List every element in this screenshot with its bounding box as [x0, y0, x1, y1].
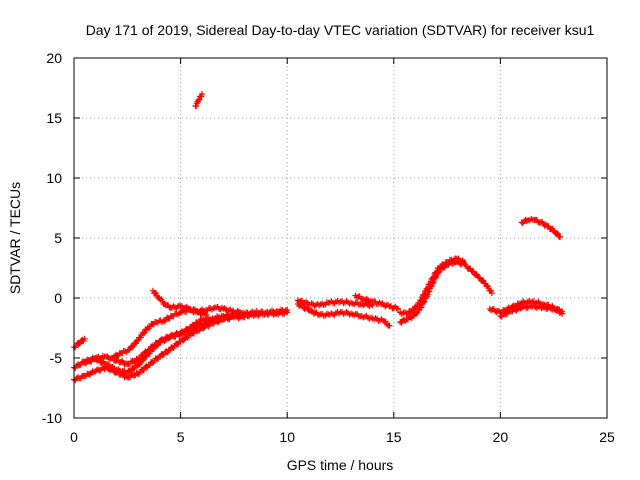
data-point-trail: [170, 310, 183, 320]
y-tick-label: 10: [46, 170, 62, 186]
data-point-trail: [157, 347, 172, 359]
series-track-g: [294, 301, 393, 329]
x-tick-label: 15: [386, 429, 402, 445]
x-tick-label: 10: [279, 429, 295, 445]
data-point-trail: [125, 369, 140, 381]
x-tick-label: 5: [177, 429, 185, 445]
data-point-trail: [360, 312, 374, 322]
data-point: [557, 233, 564, 240]
data-point: [395, 305, 402, 312]
series-track-n: [518, 215, 564, 240]
data-point-trail: [371, 315, 385, 324]
x-tick-label: 20: [493, 429, 509, 445]
data-point-trail: [127, 338, 140, 351]
y-axis-label: SDTVAR / TECUs: [7, 182, 23, 294]
data-point-trail: [404, 314, 415, 323]
y-tick-label: -10: [42, 410, 62, 426]
data-point-trail: [339, 308, 353, 318]
series-track-a: [71, 335, 88, 351]
series-track-d: [81, 306, 291, 376]
data-point: [81, 359, 88, 366]
data-point-trail: [545, 223, 556, 233]
series-track-j: [397, 258, 495, 326]
data-point-trail: [72, 336, 87, 351]
data-point-trail: [221, 310, 236, 320]
data-point-trail: [296, 297, 311, 307]
data-point-trail: [135, 351, 151, 368]
data-points: [71, 91, 566, 384]
series-track-f: [149, 287, 244, 316]
data-point-trail: [144, 320, 157, 332]
data-point-trail: [398, 309, 408, 317]
data-point: [237, 309, 244, 316]
data-point: [284, 307, 291, 313]
chart-title: Day 171 of 2019, Sidereal Day-to-day VTE…: [86, 22, 595, 38]
data-point-trail: [296, 302, 311, 312]
x-tick-label: 0: [70, 429, 78, 445]
data-point-trail: [470, 268, 481, 280]
series-track-k: [397, 255, 468, 317]
x-tick-label: 25: [599, 429, 615, 445]
series-track-i: [352, 292, 402, 312]
y-tick-label: 15: [46, 110, 62, 126]
series-track-h: [294, 297, 376, 309]
data-point: [461, 259, 468, 265]
series-track-e: [109, 306, 210, 362]
data-point-trail: [488, 306, 503, 315]
series-track-b: [71, 308, 291, 384]
data-point-trail: [328, 297, 342, 307]
data-point-trail: [193, 98, 202, 109]
data-point-trail: [339, 298, 353, 307]
x-axis-label: GPS time / hours: [287, 457, 394, 473]
y-tick-label: 0: [54, 290, 62, 306]
data-point-trail: [136, 363, 151, 377]
data-point-trail: [253, 308, 268, 317]
data-point-trail: [157, 296, 168, 307]
data-point: [476, 274, 483, 281]
axis-ticks: 0 5 10 15 20 25 -10 -5 0 5 10 15 20: [42, 50, 615, 445]
y-tick-label: -5: [50, 350, 63, 366]
data-point-trail: [483, 282, 495, 294]
y-tick-label: 5: [54, 230, 62, 246]
data-point: [488, 290, 495, 297]
y-tick-label: 20: [46, 50, 62, 66]
data-point: [195, 97, 202, 103]
data-point-trail: [379, 300, 392, 310]
data-point-trail: [196, 93, 205, 103]
series-track-o: [192, 91, 205, 109]
data-point: [397, 319, 404, 325]
data-point: [378, 301, 385, 307]
data-point: [81, 335, 88, 342]
data-point-trail: [360, 300, 374, 309]
data-point: [386, 322, 393, 329]
data-point-trail: [221, 305, 234, 315]
data-point: [198, 91, 205, 97]
data-point-trail: [146, 341, 162, 357]
series-track-m: [497, 302, 566, 320]
data-point-trail: [196, 306, 208, 316]
data-point-trail: [520, 297, 534, 307]
data-point-trail: [526, 215, 536, 224]
data-point-trail: [404, 308, 415, 317]
data-point: [102, 353, 109, 360]
data-point-trail: [146, 355, 162, 369]
data-point: [559, 308, 566, 315]
data-point-trail: [264, 307, 278, 317]
